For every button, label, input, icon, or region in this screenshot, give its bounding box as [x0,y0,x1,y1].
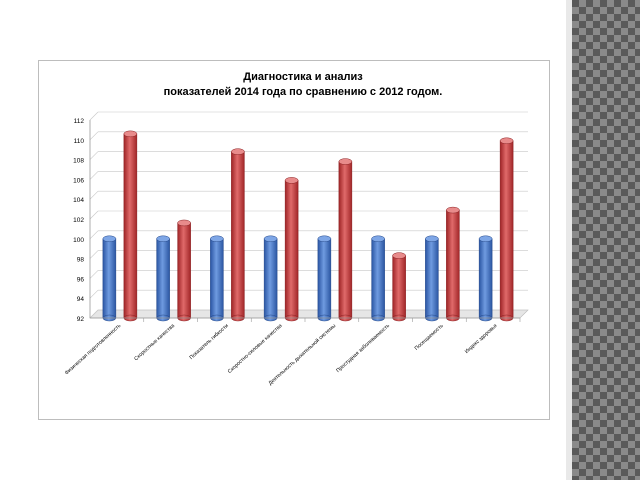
bar-top [284,177,299,184]
x-tick-label: Скоростно-силовые качества [227,323,284,375]
plot-wall [90,112,528,318]
bar-top [371,235,385,243]
bar-top [263,235,278,243]
chart-title-line-2: показателей 2014 года по сравнению с 201… [164,86,443,98]
bar-top [210,235,224,243]
gridline-depth [89,270,99,279]
bar-top [177,219,191,227]
y-tick-label: 94 [77,296,85,303]
bar [210,238,224,319]
y-tick-label: 104 [73,197,84,204]
gridline-depth [89,171,99,180]
bar [371,238,385,319]
bar [338,161,353,319]
x-tick-label: Простудная заболеваемость [335,323,391,374]
gridline-depth [89,289,99,299]
y-tick-label: 96 [77,276,85,283]
bar [123,133,138,319]
y-tick-label: 112 [74,118,85,125]
bar-top [446,206,460,214]
gridline-depth [89,250,99,259]
bar [177,222,191,319]
chart-title-line-1: Диагностика и анализ [243,71,363,83]
bar [263,238,278,319]
bar [231,151,245,319]
gridline-depth [89,131,99,141]
x-tick-label: Посещаемость [414,323,445,352]
bar-top [478,235,493,243]
bar [317,238,332,319]
x-tick-label: Показатель гибкости [189,323,230,361]
bar-top [317,235,332,243]
y-tick-label: 110 [74,138,85,145]
bar [102,238,117,319]
y-tick-label: 102 [73,217,84,224]
gridline-depth [89,309,99,319]
bar [156,238,170,319]
y-tick-label: 106 [73,177,84,184]
side-stripe [566,0,572,480]
bar-top [338,158,353,165]
decorative-side-pattern [572,0,640,480]
x-tick-label: Индекс здоровья [464,323,499,355]
bar-top [123,130,138,138]
bar-top [499,137,514,145]
bar [446,209,460,319]
bar [425,238,439,319]
x-tick-label: Скоростные качества [133,323,176,362]
bar-top [156,235,170,243]
x-tick-label: Физическая подготовленность [64,323,122,377]
bar-top [392,252,406,259]
y-tick-label: 92 [77,316,85,323]
bar-top [231,148,245,155]
gridline-depth [89,230,99,240]
y-tick-label: 108 [73,158,84,165]
bar [499,140,514,319]
bar [392,255,406,319]
gridline-depth [89,151,99,160]
bar [284,180,299,319]
plot-floor [89,309,529,319]
bar [478,238,493,319]
gridline-depth [89,190,99,200]
y-tick-label: 100 [73,237,84,244]
gridline-depth [89,111,99,121]
gridline-depth [89,210,99,220]
y-tick-label: 98 [77,257,85,264]
bar-top [425,235,439,243]
bar-top [102,235,117,243]
